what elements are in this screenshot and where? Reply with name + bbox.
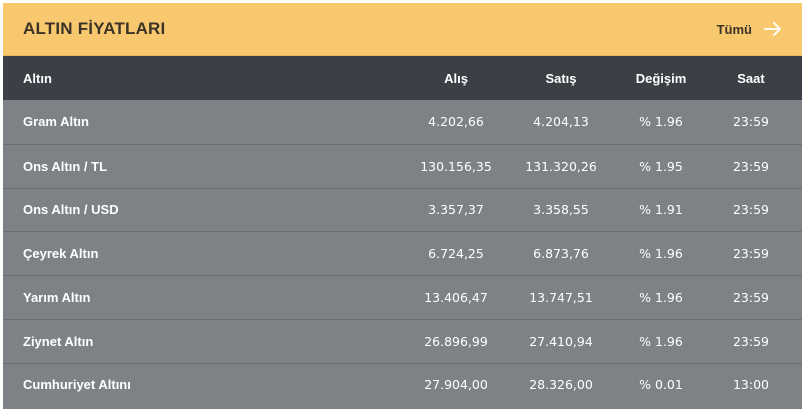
update-time: 23:59: [732, 114, 770, 130]
update-time: 23:59: [732, 333, 770, 349]
buy-price: 3.357,37: [428, 202, 484, 218]
update-time: 23:59: [732, 158, 770, 174]
buy-price: 13.406,47: [424, 289, 488, 305]
table-row[interactable]: Ons Altın / TL 130.156,35 131.320,26 % 1…: [3, 143, 802, 188]
gold-name: Ons Altın / TL: [23, 158, 108, 174]
update-time: 23:59: [732, 289, 770, 305]
buy-price: 26.896,99: [424, 333, 488, 349]
sell-price: 3.358,55: [533, 202, 589, 218]
column-header-buy: Alış: [444, 70, 468, 86]
buy-price: 4.202,66: [428, 114, 484, 130]
change-percent: % 1.96: [639, 333, 683, 349]
table-row[interactable]: Çeyrek Altın 6.724,25 6.873,76 % 1.96 23…: [3, 231, 802, 275]
sell-price: 13.747,51: [529, 289, 593, 305]
gold-prices-widget: ALTIN FİYATLARI Tümü Altın Alış Satış De…: [3, 3, 802, 409]
gold-name: Cumhuriyet Altını: [23, 377, 131, 393]
table-row[interactable]: Yarım Altın 13.406,47 13.747,51 % 1.96 2…: [3, 275, 802, 319]
gold-name: Yarım Altın: [23, 289, 91, 305]
change-percent: % 1.95: [639, 158, 683, 174]
table-row[interactable]: Ziynet Altın 26.896,99 27.410,94 % 1.96 …: [3, 318, 802, 363]
table-header: Altın Alış Satış Değişim Saat: [3, 56, 802, 100]
update-time: 23:59: [732, 202, 770, 218]
gold-name: Ons Altın / USD: [23, 202, 119, 218]
column-header-sell: Satış: [545, 70, 577, 86]
column-header-time: Saat: [737, 70, 765, 86]
table-row[interactable]: Gram Altın 4.202,66 4.204,13 % 1.96 23:5…: [3, 100, 802, 144]
see-all-link[interactable]: Tümü: [717, 22, 782, 37]
column-header-name: Altın: [23, 70, 52, 86]
column-header-change: Değişim: [635, 70, 687, 86]
sell-price: 4.204,13: [533, 114, 589, 130]
update-time: 23:59: [732, 246, 770, 262]
sell-price: 27.410,94: [529, 333, 593, 349]
change-percent: % 1.96: [639, 289, 683, 305]
arrow-right-icon: [764, 22, 782, 36]
gold-name: Gram Altın: [23, 114, 89, 130]
sell-price: 28.326,00: [529, 377, 593, 393]
sell-price: 131.320,26: [525, 158, 597, 174]
buy-price: 6.724,25: [428, 246, 484, 262]
buy-price: 27.904,00: [424, 377, 488, 393]
sell-price: 6.873,76: [533, 246, 589, 262]
see-all-label: Tümü: [716, 21, 752, 37]
change-percent: % 1.96: [639, 246, 683, 262]
table-body: Gram Altın 4.202,66 4.204,13 % 1.96 23:5…: [3, 100, 802, 406]
change-percent: % 1.91: [639, 202, 683, 218]
buy-price: 130.156,35: [420, 158, 492, 174]
table-row[interactable]: Cumhuriyet Altını 27.904,00 28.326,00 % …: [3, 362, 802, 407]
table-row[interactable]: Ons Altın / USD 3.357,37 3.358,55 % 1.91…: [3, 187, 802, 232]
change-percent: % 1.96: [639, 114, 683, 130]
update-time: 13:00: [732, 377, 770, 393]
widget-header: ALTIN FİYATLARI Tümü: [3, 3, 802, 56]
change-percent: % 0.01: [639, 377, 683, 393]
gold-name: Ziynet Altın: [23, 333, 94, 349]
gold-name: Çeyrek Altın: [23, 246, 99, 262]
widget-title: ALTIN FİYATLARI: [23, 19, 166, 38]
